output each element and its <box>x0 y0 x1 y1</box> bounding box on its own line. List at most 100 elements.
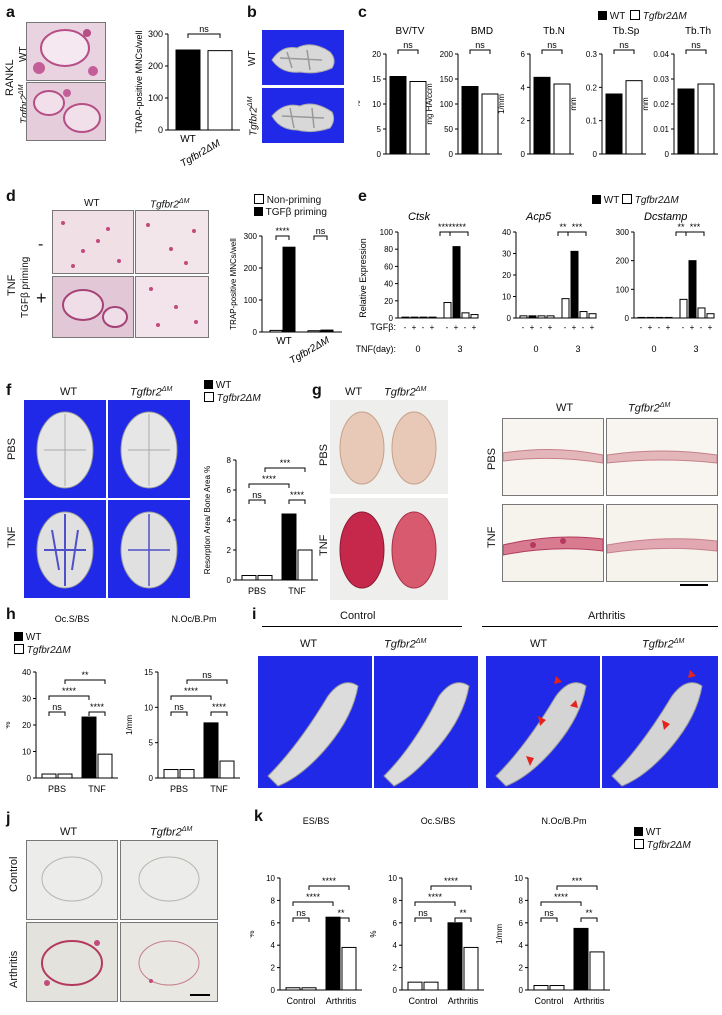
tick-label: 0 <box>393 986 398 995</box>
bar <box>688 260 697 319</box>
tick-label: 6 <box>519 919 524 928</box>
panel-label-d: d <box>6 188 16 205</box>
significance-label: ns <box>202 670 212 680</box>
tick-label: 0 <box>27 774 32 783</box>
photo-g-tnf <box>330 498 448 600</box>
bar <box>664 316 673 319</box>
tick-label: 0 <box>625 314 630 323</box>
chart-title: BMD <box>471 26 493 37</box>
tgfb-sign: + <box>548 323 553 332</box>
bar <box>561 298 570 319</box>
tgfb-sign: - <box>464 323 467 332</box>
bar <box>537 315 546 319</box>
bar <box>57 773 73 779</box>
tgfb-sign: + <box>412 323 417 332</box>
tick-label: 20 <box>372 50 381 59</box>
tick-label: 6 <box>521 50 526 59</box>
tick-label: 0.1 <box>586 117 598 126</box>
legend-h: WT Tgfbr2ΔM <box>14 632 71 657</box>
significance-bracket <box>64 679 106 684</box>
tick-label: 80 <box>384 245 393 254</box>
micrograph-d-wt-minus <box>52 210 134 274</box>
tgfb-sign: - <box>564 323 567 332</box>
divider <box>24 82 26 142</box>
tick-label: 2 <box>227 546 232 555</box>
bar <box>528 315 537 319</box>
bar <box>81 716 97 779</box>
x-tick-label: Arthritis <box>574 996 605 1006</box>
significance-bracket <box>170 711 188 716</box>
x-tick-label: Control <box>408 996 437 1006</box>
significance-bracket <box>414 917 432 922</box>
significance-bracket <box>613 49 635 54</box>
col-label-tgfbr2: Tgfbr2ΔM <box>384 386 427 399</box>
histo-j-ko-ctrl <box>120 840 218 920</box>
significance-label: **** <box>290 490 305 500</box>
bar <box>207 50 233 131</box>
tgfb-sign: + <box>708 323 713 332</box>
bar <box>163 769 179 779</box>
tgfb-sign: - <box>582 323 585 332</box>
tick-label: 0 <box>389 314 394 323</box>
chart-title: Oc.S/BS <box>421 816 456 826</box>
x-tick-label: Control <box>534 996 563 1006</box>
significance-bracket <box>186 679 228 684</box>
bar <box>282 246 296 333</box>
tick-label: 6 <box>393 919 398 928</box>
significance-bracket <box>430 885 472 890</box>
significance-bracket <box>414 901 456 906</box>
row-label-wt: WT <box>247 50 258 66</box>
significance-bracket <box>556 885 598 890</box>
skull-f-wt-pbs <box>24 400 106 498</box>
y-axis-label: 1/mm <box>497 94 506 114</box>
bar <box>470 314 479 319</box>
row-label-pbs: PBS <box>486 447 498 470</box>
tick-label: 2 <box>393 964 398 973</box>
panel-label-i: i <box>252 606 257 623</box>
significance-label: **** <box>452 222 467 232</box>
significance-bracket <box>454 917 472 922</box>
bar <box>679 298 688 319</box>
x-tick-label: TNF <box>88 784 106 794</box>
tnf-label: TNF <box>6 274 18 296</box>
tick-label: 4 <box>393 941 398 950</box>
tick-label: 0 <box>449 150 454 159</box>
chart-title: Tb.N <box>543 26 565 37</box>
tick-label: 200 <box>148 61 163 71</box>
tick-label: 0 <box>227 576 232 585</box>
tick-label: 0.01 <box>653 125 669 134</box>
bar <box>269 329 283 333</box>
tick-label: 4 <box>521 83 526 92</box>
x-tick-label: TNF <box>288 586 306 596</box>
tick-label: 0 <box>377 150 382 159</box>
significance-bracket <box>288 499 306 504</box>
legend-c: WT Tgfbr2ΔM <box>598 10 687 22</box>
tick-label: 0.04 <box>653 50 669 59</box>
significance-label: ns <box>418 908 428 918</box>
day-label: 0 <box>651 344 656 354</box>
significance-label: ns <box>544 908 554 918</box>
significance-bracket <box>675 231 687 236</box>
bar <box>605 93 623 155</box>
x-tick-label: TNF <box>210 784 228 794</box>
microct-i-arth-ko <box>602 656 718 788</box>
significance-label: *** <box>572 222 583 232</box>
tick-label: 30 <box>22 695 31 704</box>
group-label-control: Control <box>340 610 376 622</box>
histo-j-ko-arth <box>120 922 218 1002</box>
significance-bracket <box>557 231 569 236</box>
panel-label-f: f <box>6 382 12 399</box>
tick-label: 300 <box>148 29 163 39</box>
bar <box>257 575 273 581</box>
day-label: 3 <box>693 344 698 354</box>
significance-label: **** <box>184 686 199 696</box>
tick-label: 2 <box>271 964 276 973</box>
histo-j-wt-arth <box>26 922 118 1002</box>
chart-k: ES/BS0246810%ControlArthritisns*********… <box>250 816 610 1006</box>
scale-bar <box>190 994 210 996</box>
significance-bracket <box>685 231 705 236</box>
tick-label: 100 <box>148 93 163 103</box>
tick-label: 4 <box>519 941 524 950</box>
tick-label: 0 <box>149 774 154 783</box>
bar <box>677 88 695 155</box>
